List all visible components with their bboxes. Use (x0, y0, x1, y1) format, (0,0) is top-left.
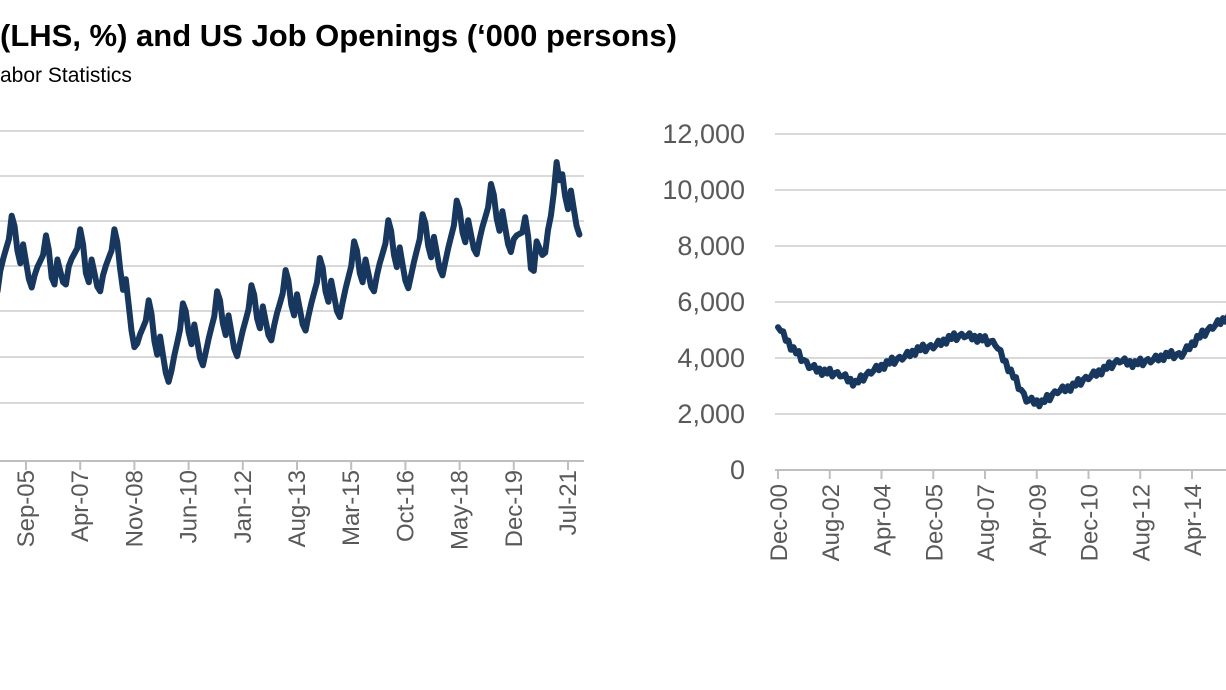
right-chart: 0 2,000 4,000 6,000 8,000 10,000 12,000 Dec-00 A… (662, 119, 1226, 561)
right-y-tick-label: 8,000 (677, 231, 745, 261)
left-x-tick-label: Mar-15 (338, 470, 365, 546)
right-x-tick-label: Apr-14 (1180, 484, 1207, 556)
right-y-tick-label: 2,000 (677, 399, 745, 429)
chart-source-subtitle: abor Statistics (0, 64, 132, 87)
left-x-tick-label: Jul-21 (555, 470, 582, 535)
left-x-tick-label: Nov-08 (121, 470, 148, 547)
left-series-line (0, 159, 583, 385)
right-y-tick-label: 0 (730, 455, 745, 485)
chart-title: (LHS, %) and US Job Openings (‘000 perso… (0, 18, 677, 53)
left-x-tick-label: Sep-05 (13, 470, 40, 547)
right-x-tick-label: Apr-04 (870, 484, 897, 556)
left-x-tick-label: Jan-12 (230, 470, 257, 543)
left-chart: Sep-05 Apr-07 Nov-08 Jun-10 Jan-12 Aug-13 Mar-… (0, 130, 584, 550)
right-x-tick-label: Aug-07 (973, 484, 1000, 561)
right-x-tick-label: Dec-00 (766, 484, 793, 561)
right-y-tick-label: 4,000 (677, 343, 745, 373)
right-y-tick-label: 10,000 (662, 175, 745, 205)
right-x-tick-label: Aug-02 (818, 484, 845, 561)
left-x-tick-label: Dec-19 (501, 470, 528, 547)
right-x-tick-label: Apr-09 (1025, 484, 1052, 556)
right-x-tick-label: Dec-10 (1077, 484, 1104, 561)
left-x-tick-label: Oct-16 (392, 470, 419, 542)
right-y-tick-label: 6,000 (677, 287, 745, 317)
right-y-tick-label: 12,000 (662, 119, 745, 149)
left-x-tick-label: Jun-10 (176, 470, 203, 543)
right-x-tick-label: Aug-12 (1128, 484, 1155, 561)
left-x-tick-label: May-18 (447, 470, 474, 550)
right-series-line (775, 313, 1226, 410)
left-x-tick-label: Aug-13 (284, 470, 311, 547)
right-x-tick-label: Dec-05 (921, 484, 948, 561)
left-x-tick-label: Apr-07 (67, 470, 94, 542)
